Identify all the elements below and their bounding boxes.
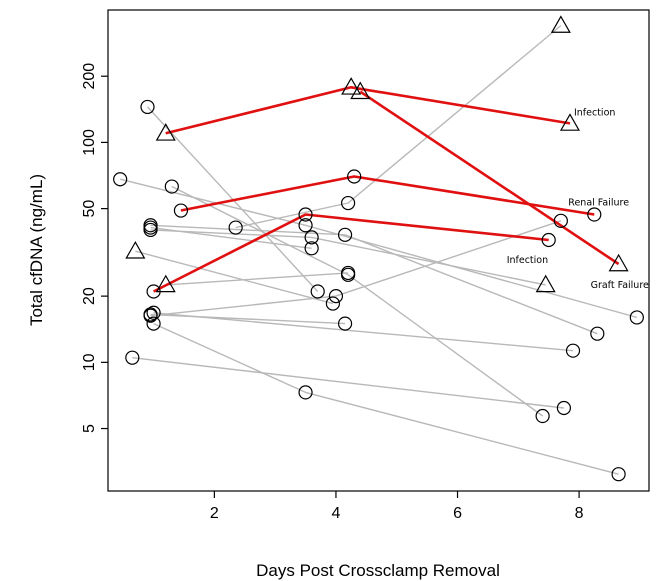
gray-patient-line [150, 220, 562, 317]
circle-marker [337, 227, 353, 242]
circle-marker [113, 172, 128, 187]
y-tick-label: 200 [81, 63, 98, 90]
circle-marker [325, 296, 341, 311]
circle-marker [587, 207, 602, 222]
circle-marker [341, 195, 356, 211]
circle-marker [298, 385, 313, 400]
y-tick-label: 50 [81, 200, 98, 218]
circle-marker [304, 241, 319, 256]
circle-marker [143, 307, 158, 322]
gray-patient-line [153, 322, 619, 475]
circle-marker [140, 99, 155, 115]
gray-patient-line [150, 224, 598, 335]
triangle-marker [155, 123, 176, 141]
circle-marker [535, 408, 550, 424]
circle-marker [304, 230, 319, 245]
gray-patient-line [120, 178, 637, 319]
red-series-lines [153, 86, 620, 293]
red-patient-line [359, 90, 620, 266]
gray-patient-line [165, 272, 349, 286]
triangle-marker [125, 241, 146, 259]
annotations: Infection Graft Failure Renal Failure Infec… [507, 107, 649, 291]
y-tick-label: 100 [81, 129, 98, 156]
circle-marker [629, 310, 644, 325]
triangle-marker [550, 15, 571, 33]
red-patient-line [165, 86, 571, 135]
circle-marker [228, 220, 243, 235]
circle-marker [590, 326, 605, 341]
gray-patient-line [135, 250, 334, 305]
circle-marker [328, 289, 344, 304]
x-axis-label: Days Post Crossclamp Removal [256, 561, 500, 580]
circle-marker [347, 169, 362, 184]
markers [113, 15, 644, 482]
circle-marker [298, 207, 313, 222]
gray-patient-line [132, 357, 564, 409]
gray-patient-line [171, 185, 544, 417]
outcome-annotation: Renal Failure [568, 198, 629, 209]
circle-marker [146, 305, 161, 320]
triangle-marker [559, 113, 581, 131]
circle-marker [565, 343, 581, 358]
x-tick-label: 8 [575, 505, 584, 522]
y-tick-label: 5 [81, 424, 98, 433]
circle-marker [341, 265, 356, 281]
circle-marker [125, 350, 140, 365]
circle-marker [611, 467, 626, 482]
x-tick-label: 2 [210, 505, 219, 522]
circle-marker [553, 213, 568, 228]
triangle-marker [341, 77, 362, 95]
circle-marker [310, 284, 325, 299]
outcome-annotation: Infection [507, 255, 548, 266]
circle-marker [337, 316, 353, 331]
y-tick-label: 20 [81, 287, 98, 305]
red-patient-line [153, 213, 549, 293]
gray-series-lines [120, 24, 637, 475]
outcome-annotation: Graft Failure [591, 280, 649, 291]
axes: 2 4 6 8 5 10 20 50 100 200 [81, 63, 584, 522]
triangle-marker [535, 274, 556, 293]
circle-marker [541, 232, 556, 248]
y-axis-label: Total cfDNA (ng/mL) [27, 174, 46, 326]
outcome-annotation: Infection [574, 107, 615, 118]
circle-marker [298, 218, 313, 233]
circle-marker [556, 400, 571, 416]
plot-frame [107, 9, 650, 492]
y-tick-label: 10 [81, 353, 98, 371]
circle-marker [173, 203, 189, 218]
gray-patient-line [150, 226, 312, 249]
circle-marker [146, 284, 161, 299]
circle-marker [164, 179, 179, 194]
x-tick-label: 6 [453, 505, 462, 522]
red-patient-line [180, 175, 595, 216]
gray-patient-line [153, 312, 574, 352]
triangle-marker [350, 81, 371, 100]
circle-marker [143, 220, 158, 235]
x-tick-label: 4 [331, 505, 340, 522]
gray-patient-line [235, 24, 562, 229]
gray-patient-line [150, 229, 546, 286]
triangle-marker [155, 274, 176, 293]
triangle-marker [608, 253, 629, 272]
circle-marker [146, 316, 161, 331]
